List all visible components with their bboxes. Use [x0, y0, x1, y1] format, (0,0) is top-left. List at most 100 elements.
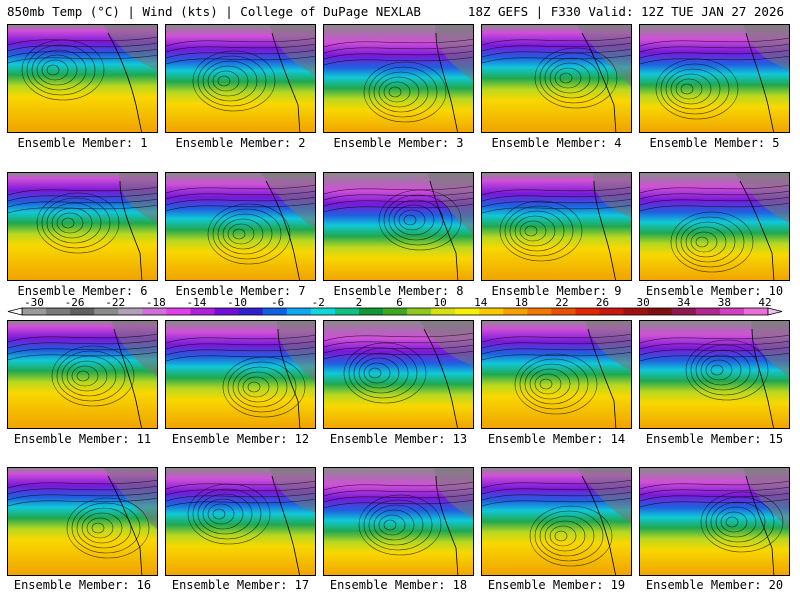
- colorbar-swatch: [647, 308, 673, 315]
- temperature-field-map: [8, 321, 157, 428]
- temperature-field-map: [640, 468, 789, 575]
- ensemble-panel: [323, 24, 474, 133]
- colorbar-tick-label: -10: [227, 296, 247, 309]
- colorbar-swatch: [599, 308, 625, 315]
- colorbar-tick-label: -26: [65, 296, 85, 309]
- ensemble-panel: [7, 24, 158, 133]
- temperature-field-map: [482, 25, 631, 132]
- ensemble-panel: [639, 172, 790, 281]
- temperature-field-map: [324, 173, 473, 280]
- ensemble-member-label: Ensemble Member: 1: [17, 136, 148, 150]
- colorbar-swatch: [262, 308, 288, 315]
- ensemble-panel: [639, 320, 790, 429]
- temperature-field-map: [640, 25, 789, 132]
- ensemble-panel: [323, 320, 474, 429]
- colorbar-swatch: [94, 308, 119, 315]
- temperature-field-map: [324, 468, 473, 575]
- ensemble-member-label: Ensemble Member: 4: [491, 136, 622, 150]
- colorbar-swatch: [719, 308, 745, 315]
- temperature-field-map: [482, 173, 631, 280]
- ensemble-panel: [481, 320, 632, 429]
- colorbar-swatch: [407, 308, 432, 315]
- ensemble-panel: [165, 172, 316, 281]
- colorbar-swatch: [671, 308, 697, 315]
- colorbar-tick-label: 38: [718, 296, 731, 309]
- header-left-title: 850mb Temp (°C) | Wind (kts) | College o…: [7, 4, 421, 19]
- colorbar-tick-label: 26: [596, 296, 609, 309]
- temperature-field-map: [166, 173, 315, 280]
- colorbar-swatch: [70, 308, 95, 315]
- ensemble-member-label: Ensemble Member: 9: [491, 284, 622, 298]
- colorbar-swatch: [22, 308, 47, 315]
- ensemble-member-label: Ensemble Member: 15: [645, 432, 784, 446]
- ensemble-panel: [7, 172, 158, 281]
- ensemble-member-label: Ensemble Member: 3: [333, 136, 464, 150]
- temperature-field-map: [166, 468, 315, 575]
- colorbar-swatch: [382, 308, 408, 315]
- colorbar-tick-label: 34: [677, 296, 691, 309]
- colorbar-tick-label: -18: [146, 296, 166, 309]
- ensemble-member-label: Ensemble Member: 16: [13, 578, 152, 592]
- ensemble-panel: [639, 467, 790, 576]
- colorbar-swatch: [214, 308, 240, 315]
- colorbar-swatch: [286, 308, 312, 315]
- temperature-field-map: [324, 25, 473, 132]
- colorbar-swatch: [695, 308, 721, 315]
- colorbar-swatch: [142, 308, 167, 315]
- ensemble-panel: [481, 172, 632, 281]
- colorbar-left-arrow: [7, 307, 23, 316]
- colorbar-swatch: [575, 308, 601, 315]
- colorbar-swatch: [479, 308, 504, 315]
- colorbar-tick-label: 42: [758, 296, 771, 309]
- temperature-field-map: [640, 173, 789, 280]
- colorbar-swatch: [334, 308, 360, 315]
- ensemble-panel: [165, 467, 316, 576]
- temperature-field-map: [166, 321, 315, 428]
- ensemble-member-label: Ensemble Member: 18: [329, 578, 468, 592]
- ensemble-member-label: Ensemble Member: 6: [17, 284, 148, 298]
- temperature-field-map: [640, 321, 789, 428]
- ensemble-panel: [481, 24, 632, 133]
- temperature-field-map: [8, 173, 157, 280]
- colorbar-tick-label: -14: [187, 296, 207, 309]
- colorbar-swatch: [551, 308, 576, 315]
- colorbar-tick-label: 30: [637, 296, 650, 309]
- colorbar-tick-label: 10: [433, 296, 446, 309]
- ensemble-member-label: Ensemble Member: 13: [329, 432, 468, 446]
- ensemble-panel: [481, 467, 632, 576]
- ensemble-member-label: Ensemble Member: 11: [13, 432, 152, 446]
- colorbar-swatch: [46, 308, 71, 315]
- temperature-field-map: [8, 25, 157, 132]
- ensemble-panel: [165, 24, 316, 133]
- colorbar-right-arrow: [767, 307, 783, 316]
- temperature-field-map: [482, 321, 631, 428]
- colorbar-swatch: [623, 308, 649, 315]
- ensemble-panel: [639, 24, 790, 133]
- ensemble-member-label: Ensemble Member: 12: [171, 432, 310, 446]
- colorbar-tick-label: -2: [312, 296, 325, 309]
- ensemble-member-label: Ensemble Member: 14: [487, 432, 626, 446]
- temperature-colorbar: -30 -26 -22 -18 -14 -10 -6 -2 2 6 10 14 18 22 26 30 34 38…: [7, 296, 783, 316]
- ensemble-member-label: Ensemble Member: 17: [171, 578, 310, 592]
- ensemble-member-label: Ensemble Member: 19: [487, 578, 626, 592]
- colorbar-swatch: [190, 308, 216, 315]
- ensemble-member-label: Ensemble Member: 2: [175, 136, 306, 150]
- colorbar-swatch: [527, 308, 552, 315]
- colorbar-swatch: [310, 308, 336, 315]
- colorbar-swatch: [743, 308, 769, 315]
- ensemble-panel: [323, 172, 474, 281]
- colorbar-swatch: [166, 308, 191, 315]
- temperature-field-map: [482, 468, 631, 575]
- ensemble-panel: [165, 320, 316, 429]
- colorbar-swatch: [503, 308, 528, 315]
- colorbar-swatch: [455, 308, 480, 315]
- colorbar-swatch: [431, 308, 456, 315]
- colorbar-tick-label: -30: [24, 296, 44, 309]
- colorbar-tick-label: 18: [515, 296, 528, 309]
- ensemble-member-label: Ensemble Member: 5: [649, 136, 780, 150]
- colorbar-tick-label: 6: [396, 296, 403, 309]
- ensemble-panel: [7, 467, 158, 576]
- colorbar-tick-label: 2: [356, 296, 363, 309]
- ensemble-panel: [323, 467, 474, 576]
- temperature-field-map: [324, 321, 473, 428]
